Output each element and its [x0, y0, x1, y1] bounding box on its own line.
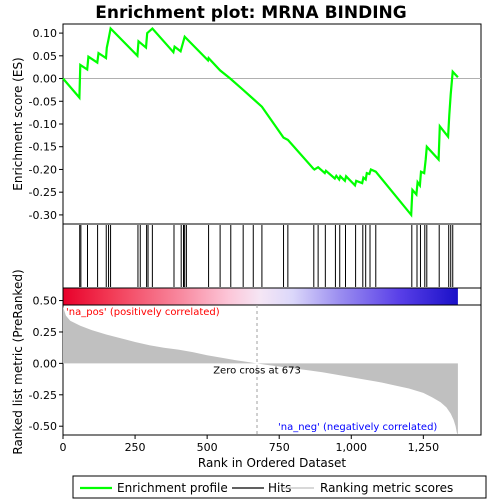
ranking-metric-area: [63, 306, 458, 435]
metric-y-tick-label: 0.00: [33, 357, 58, 370]
enrichment-profile-line: [62, 26, 459, 218]
es-y-tick-label: -0.10: [29, 118, 57, 131]
metric-y-tick-label: -0.25: [29, 389, 57, 402]
metric-y-tick-label: -0.50: [29, 420, 57, 433]
es-y-tick-label: -0.15: [29, 141, 57, 154]
x-tick-label: 250: [125, 441, 146, 454]
metric-y-tick-label: 0.25: [33, 326, 58, 339]
es-plot-frame: [62, 23, 482, 225]
es-y-tick-label: -0.20: [29, 163, 57, 176]
metric-ylabel: Ranked list metric (PreRanked): [11, 269, 25, 454]
legend-box: [72, 475, 487, 499]
rank-colorbar: [63, 288, 458, 305]
es-y-tick-label: -0.25: [29, 186, 57, 199]
x-tick-label: 500: [197, 441, 218, 454]
pos-annotation: 'na_pos' (positively correlated): [66, 307, 220, 318]
es-y-axis: 0.10 0.05 0.00 -0.05 -0.10 -0.15 -0.20 -0.25 -0.…: [29, 27, 63, 222]
x-tick-label: 0: [60, 441, 67, 454]
hits-frame: [62, 223, 482, 289]
x-axis-label: Rank in Ordered Dataset: [198, 456, 346, 470]
es-y-tick-label: 0.05: [33, 50, 58, 63]
x-tick-label: 750: [269, 441, 290, 454]
x-tick-label: 1,000: [336, 441, 368, 454]
es-y-tick-label: -0.30: [29, 209, 57, 222]
es-ylabel: Enrichment score (ES): [11, 57, 25, 190]
neg-annotation: 'na_neg' (negatively correlated): [278, 422, 437, 433]
es-y-tick-label: 0.00: [33, 73, 58, 86]
metric-panel: 0.50 0.25 0.00 -0.25 -0.50 'na_pos' (positiv…: [11, 269, 482, 455]
legend-es-label: Enrichment profile: [117, 481, 228, 495]
chart-title: Enrichment plot: MRNA BINDING: [95, 3, 406, 23]
legend: Enrichment profile Hits Ranking metric s…: [72, 475, 487, 499]
legend-metric-label: Ranking metric scores: [320, 481, 453, 495]
es-y-tick-label: 0.10: [33, 27, 58, 40]
x-tick-label: 1,250: [408, 441, 440, 454]
legend-hits-label: Hits: [268, 481, 291, 495]
es-y-tick-label: -0.05: [29, 95, 57, 108]
metric-y-axis: 0.50 0.25 0.00 -0.25 -0.50: [29, 295, 63, 433]
zero-annotation: Zero cross at 673: [213, 365, 301, 376]
hits-panel: [62, 223, 482, 289]
es-panel: 0.10 0.05 0.00 -0.05 -0.10 -0.15 -0.20 -0.25 -0.…: [11, 23, 482, 225]
x-axis: 0 250 500 750 1,000 1,250: [60, 435, 440, 454]
metric-y-tick-label: 0.50: [33, 295, 58, 308]
